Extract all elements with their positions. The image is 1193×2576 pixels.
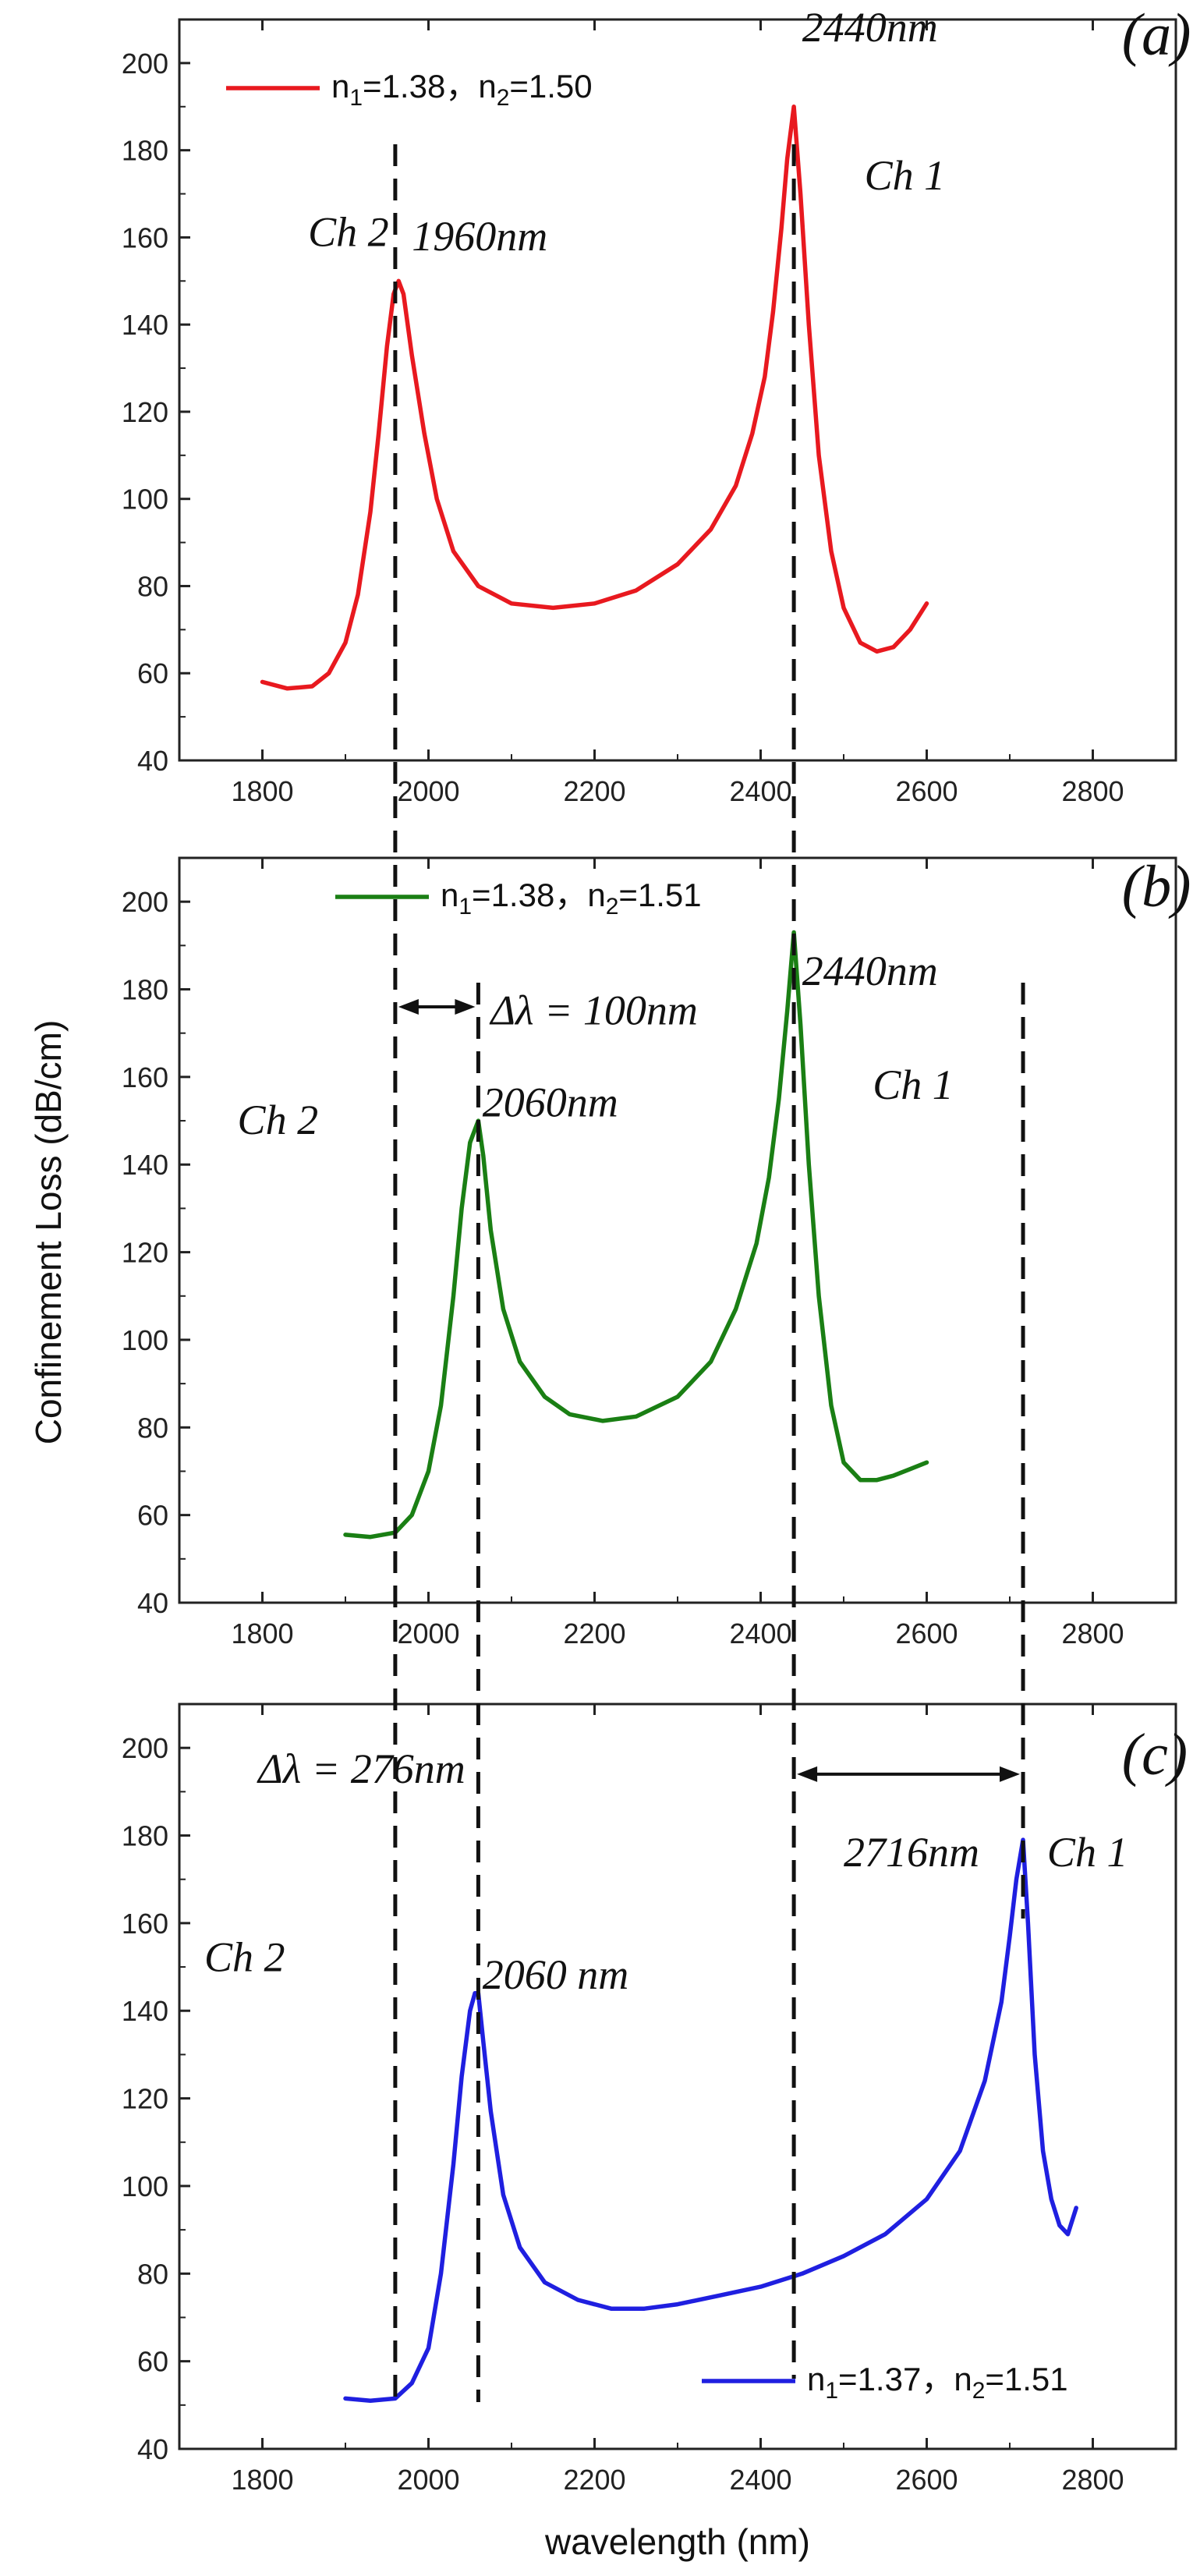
y-tick-label: 180 [122,135,168,167]
y-tick-label: 80 [137,1412,168,1444]
y-tick-label: 100 [122,2170,168,2202]
plot-frame [178,856,1177,1604]
x-tick-label: 2800 [1061,2464,1124,2496]
annotation: 2440nm [802,4,938,51]
x-tick-label: 2000 [397,775,459,807]
y-tick-label: 180 [122,974,168,1006]
annotation: Δλ = 276nm [257,1745,466,1792]
panel-label: (b) [1122,854,1191,919]
y-tick-label: 120 [122,396,168,428]
x-tick-label: 2400 [729,2464,791,2496]
y-tick-label: 160 [122,1908,168,1940]
x-tick-label: 2800 [1061,1618,1124,1649]
x-tick-label: 2400 [729,775,791,807]
y-tick-label: 120 [122,2083,168,2115]
annotation: Δλ = 100nm [489,987,698,1033]
x-tick-label: 2000 [397,1618,459,1649]
panel-a: 1800 2000 2200 2400 2600 2800 40 60 80 100 120 140 1… [122,2,1191,807]
x-tick-label: 2000 [397,2464,459,2496]
delta-bracket-arrow-right [455,999,476,1015]
y-tick-label: 80 [137,2258,168,2290]
annotation: Ch 1 [1047,1829,1128,1876]
annotation: 2440nm [802,948,938,994]
y-tick-label: 200 [122,48,168,80]
y-tick-label: 40 [137,2433,168,2465]
plot-frame [178,18,1177,762]
x-tick-label: 2800 [1061,775,1124,807]
x-tick-label: 2200 [563,775,625,807]
annotation: Ch 1 [865,152,946,199]
x-tick-label: 1800 [231,1618,293,1649]
delta-bracket-arrow-left [797,1766,818,1782]
plot-frame [178,1703,1177,2450]
series-line [260,105,929,691]
x-tick-label: 1800 [231,775,293,807]
y-tick-label: 40 [137,745,168,777]
annotation: 2716nm [844,1829,979,1876]
y-tick-label: 140 [122,1149,168,1181]
series-line [343,1837,1078,2403]
x-tick-label: 2200 [563,2464,625,2496]
x-tick-label: 2600 [895,775,958,807]
annotation: 2060 nm [483,1951,629,1998]
annotation: Ch 2 [238,1097,319,1143]
y-tick-label: 40 [137,1587,168,1619]
annotation: 2060nm [483,1079,618,1125]
y-tick-label: 200 [122,886,168,918]
y-axis-title: Confinement Loss (dB/cm) [28,1020,69,1445]
annotation: Ch 2 [204,1934,285,1981]
x-tick-label: 1800 [231,2464,293,2496]
y-tick-label: 140 [122,309,168,341]
y-tick-label: 60 [137,2346,168,2378]
y-tick-label: 80 [137,570,168,602]
x-axis-title: wavelength (nm) [544,2521,810,2562]
annotation: Ch 2 [308,209,389,256]
legend-label: n1=1.38，n2=1.50 [331,68,593,111]
y-tick-label: 60 [137,1500,168,1532]
y-tick-label: 160 [122,1061,168,1093]
y-tick-label: 140 [122,1995,168,2027]
y-tick-label: 60 [137,657,168,689]
panels-layer: 1800 2000 2200 2400 2600 2800 40 60 80 100 120 140 1… [122,2,1191,2496]
y-tick-label: 160 [122,221,168,253]
delta-bracket-arrow-left [398,999,419,1015]
x-tick-label: 2400 [729,1618,791,1649]
guides-layer [393,144,1025,2402]
y-tick-label: 100 [122,1324,168,1356]
x-tick-label: 2600 [895,2464,958,2496]
panel-b: 1800 2000 2200 2400 2600 2800 40 60 80 100 120 140 1… [122,854,1191,1649]
y-tick-label: 200 [122,1732,168,1764]
y-tick-label: 120 [122,1237,168,1269]
panel-label: (a) [1122,2,1191,68]
y-tick-label: 180 [122,1820,168,1852]
legend-label: n1=1.38，n2=1.51 [441,877,702,919]
x-tick-label: 2600 [895,1618,958,1649]
delta-bracket-arrow-right [1000,1766,1021,1782]
legend-label: n1=1.37，n2=1.51 [807,2361,1068,2404]
annotation: 1960nm [412,213,547,260]
panel-label: (c) [1122,1722,1188,1788]
y-tick-label: 100 [122,484,168,516]
annotation: Ch 1 [873,1061,954,1108]
x-tick-label: 2200 [563,1618,625,1649]
panel-c: 1800 2000 2200 2400 2600 2800 40 60 80 100 120 140 1… [122,1703,1188,2496]
